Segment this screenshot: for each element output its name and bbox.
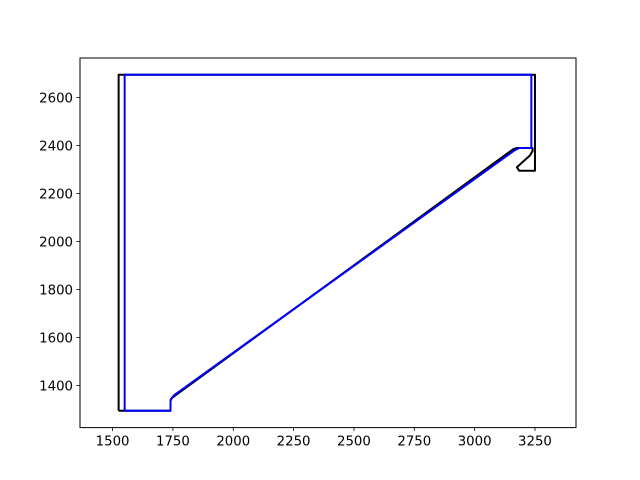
x-tick-label: 2000 xyxy=(216,435,250,450)
x-tick-label: 2750 xyxy=(397,435,431,450)
x-tick-label: 3250 xyxy=(518,435,552,450)
series-line-2 xyxy=(123,73,533,412)
axes-frame xyxy=(79,57,577,429)
y-tick-label: 1800 xyxy=(39,283,73,298)
y-tick-label: 2400 xyxy=(39,139,73,154)
y-tick-label: 1600 xyxy=(39,331,73,346)
x-tick-label: 2500 xyxy=(337,435,371,450)
series-layer xyxy=(117,73,536,412)
x-tick-label: 2250 xyxy=(277,435,311,450)
y-tick-label: 1400 xyxy=(39,379,73,394)
y-tick-label: 2000 xyxy=(39,235,73,250)
y-tick-label: 2200 xyxy=(39,187,73,202)
x-tick-label: 1750 xyxy=(156,435,190,450)
tick-layer: 1500 1750 2000 2250 2500 2750 3000 3250 1400 1600… xyxy=(39,91,552,449)
x-tick-label: 1500 xyxy=(96,435,130,450)
y-tick-label: 2600 xyxy=(39,91,73,106)
x-tick-label: 3000 xyxy=(458,435,492,450)
